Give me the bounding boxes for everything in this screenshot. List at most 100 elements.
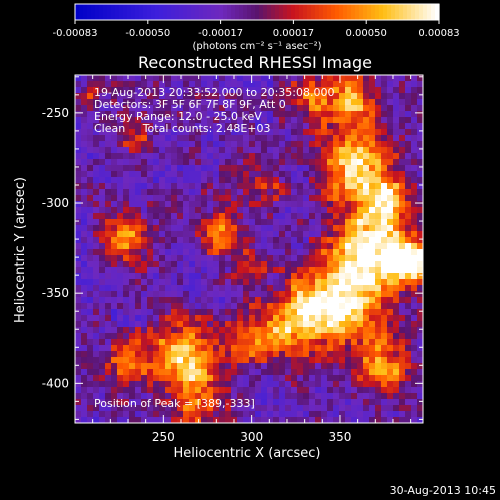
heatmap-cell	[351, 321, 358, 328]
heatmap-cell	[273, 339, 280, 346]
colorbar-cell	[215, 4, 220, 20]
heatmap-cell	[105, 165, 112, 172]
heatmap-cell	[363, 393, 370, 400]
heatmap-cell	[123, 405, 130, 412]
heatmap-cell	[417, 303, 424, 310]
heatmap-cell	[93, 183, 100, 190]
heatmap-cell	[285, 339, 292, 346]
heatmap-cell	[243, 141, 250, 148]
colorbar-cell	[135, 4, 140, 20]
heatmap-cell	[237, 141, 244, 148]
heatmap-cell	[93, 321, 100, 328]
heatmap-cell	[339, 333, 346, 340]
heatmap-cell	[141, 249, 148, 256]
heatmap-cell	[207, 387, 214, 394]
colorbar-cell	[427, 4, 432, 20]
heatmap-cell	[339, 231, 346, 238]
heatmap-cell	[297, 117, 304, 124]
heatmap-cell	[183, 225, 190, 232]
heatmap-cell	[303, 339, 310, 346]
heatmap-cell	[177, 417, 184, 424]
heatmap-cell	[303, 135, 310, 142]
heatmap-cell	[375, 279, 382, 286]
heatmap-cell	[417, 363, 424, 370]
heatmap-cell	[159, 207, 166, 214]
heatmap-cell	[285, 123, 292, 130]
heatmap-cell	[117, 105, 124, 112]
heatmap-cell	[123, 249, 130, 256]
heatmap-cell	[339, 219, 346, 226]
heatmap-cell	[327, 297, 334, 304]
heatmap-cell	[159, 129, 166, 136]
heatmap-cell	[75, 273, 82, 280]
heatmap-cell	[261, 273, 268, 280]
heatmap-cell	[369, 303, 376, 310]
heatmap-cell	[321, 339, 328, 346]
heatmap-cell	[291, 267, 298, 274]
heatmap-cell	[93, 195, 100, 202]
heatmap-cell	[123, 171, 130, 178]
heatmap-cell	[291, 231, 298, 238]
y-tick-label: -250	[42, 106, 69, 120]
heatmap-cell	[219, 405, 226, 412]
heatmap-cell	[303, 87, 310, 94]
heatmap-cell	[339, 183, 346, 190]
heatmap-cell	[261, 237, 268, 244]
heatmap-cell	[159, 339, 166, 346]
heatmap-cell	[189, 123, 196, 130]
heatmap-cell	[195, 267, 202, 274]
heatmap-cell	[219, 369, 226, 376]
heatmap-cell	[129, 81, 136, 88]
heatmap-cell	[279, 111, 286, 118]
heatmap-cell	[405, 183, 412, 190]
heatmap-cell	[243, 147, 250, 154]
colorbar-cell	[339, 4, 344, 20]
heatmap-cell	[321, 135, 328, 142]
heatmap-cell	[333, 135, 340, 142]
heatmap-cell	[213, 117, 220, 124]
heatmap-cell	[273, 363, 280, 370]
heatmap-cell	[303, 231, 310, 238]
heatmap-cell	[189, 363, 196, 370]
heatmap-cell	[345, 249, 352, 256]
heatmap-cell	[123, 243, 130, 250]
heatmap-cell	[129, 297, 136, 304]
heatmap-cell	[291, 375, 298, 382]
heatmap-cell	[297, 387, 304, 394]
heatmap-cell	[141, 387, 148, 394]
heatmap-cell	[393, 207, 400, 214]
heatmap-cell	[135, 393, 142, 400]
heatmap-cell	[243, 81, 250, 88]
heatmap-cell	[207, 141, 214, 148]
heatmap-cell	[225, 189, 232, 196]
heatmap-cell	[183, 375, 190, 382]
heatmap-cell	[297, 177, 304, 184]
heatmap-cell	[201, 147, 208, 154]
heatmap-cell	[291, 159, 298, 166]
heatmap-cell	[345, 105, 352, 112]
heatmap-cell	[345, 93, 352, 100]
heatmap-cell	[333, 351, 340, 358]
heatmap-cell	[93, 147, 100, 154]
heatmap-cell	[369, 141, 376, 148]
heatmap-cell	[255, 237, 262, 244]
heatmap-cell	[363, 273, 370, 280]
heatmap-cell	[123, 165, 130, 172]
heatmap-cell	[123, 195, 130, 202]
heatmap-cell	[375, 321, 382, 328]
heatmap-cell	[261, 141, 268, 148]
heatmap-cell	[165, 285, 172, 292]
heatmap-cell	[279, 87, 286, 94]
heatmap-cell	[183, 93, 190, 100]
colorbar-cell	[403, 4, 408, 20]
heatmap-cell	[177, 357, 184, 364]
heatmap-cell	[81, 225, 88, 232]
heatmap-cell	[363, 189, 370, 196]
heatmap-cell	[363, 417, 370, 424]
heatmap-cell	[381, 333, 388, 340]
heatmap-cell	[285, 159, 292, 166]
heatmap-cell	[393, 225, 400, 232]
heatmap-cell	[117, 165, 124, 172]
heatmap-cell	[417, 207, 424, 214]
heatmap-cell	[279, 333, 286, 340]
